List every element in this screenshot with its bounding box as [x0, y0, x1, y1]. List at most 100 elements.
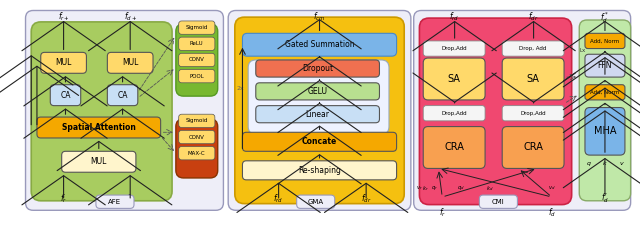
Text: $f_{dr}$: $f_{dr}$ — [528, 11, 539, 23]
FancyBboxPatch shape — [243, 33, 397, 56]
Text: k: k — [603, 161, 607, 166]
Text: MAX-C: MAX-C — [188, 151, 205, 156]
FancyBboxPatch shape — [179, 146, 215, 160]
Text: $q_r$: $q_r$ — [431, 184, 438, 192]
FancyBboxPatch shape — [423, 41, 485, 56]
Text: Add, Norm: Add, Norm — [590, 90, 620, 95]
Text: $f_{rd}$: $f_{rd}$ — [273, 192, 284, 205]
Text: CONV: CONV — [189, 57, 205, 63]
Text: CONV: CONV — [189, 135, 205, 140]
FancyBboxPatch shape — [502, 106, 564, 121]
Text: CMI: CMI — [492, 199, 505, 205]
Text: MUL: MUL — [122, 58, 138, 67]
Text: CA: CA — [117, 91, 128, 100]
FancyBboxPatch shape — [179, 130, 215, 144]
Text: $q_d$: $q_d$ — [458, 184, 465, 192]
Text: $v_r$: $v_r$ — [416, 184, 423, 191]
Text: $k_d$: $k_d$ — [486, 184, 493, 193]
FancyBboxPatch shape — [235, 17, 404, 204]
FancyBboxPatch shape — [423, 127, 485, 169]
Text: POOL: POOL — [189, 74, 204, 79]
Text: $f_{r+}$: $f_{r+}$ — [58, 11, 70, 23]
FancyBboxPatch shape — [179, 114, 215, 128]
FancyBboxPatch shape — [61, 151, 136, 172]
FancyBboxPatch shape — [579, 20, 630, 201]
FancyBboxPatch shape — [585, 54, 625, 77]
FancyBboxPatch shape — [228, 11, 411, 210]
Text: Drop, Add: Drop, Add — [520, 46, 547, 51]
FancyBboxPatch shape — [502, 127, 564, 169]
Text: FFN: FFN — [598, 61, 612, 70]
Text: AFE: AFE — [108, 199, 122, 205]
FancyBboxPatch shape — [176, 119, 218, 178]
Text: MUL: MUL — [56, 58, 72, 67]
Text: $f_d$: $f_d$ — [126, 192, 134, 205]
Text: $f_d'$: $f_d'$ — [601, 191, 609, 205]
Text: ReLU: ReLU — [190, 41, 204, 46]
Text: 2x: 2x — [237, 86, 244, 91]
Text: GELU: GELU — [308, 87, 328, 96]
Text: $f_d$: $f_d$ — [548, 207, 556, 219]
Text: MHA: MHA — [594, 126, 616, 136]
Text: $f_r$: $f_r$ — [60, 192, 67, 205]
Text: $k_r$: $k_r$ — [422, 184, 429, 193]
Text: Lx: Lx — [579, 48, 586, 53]
FancyBboxPatch shape — [179, 21, 215, 34]
FancyBboxPatch shape — [585, 85, 625, 100]
FancyBboxPatch shape — [108, 52, 153, 73]
FancyBboxPatch shape — [423, 106, 485, 121]
Text: Concate: Concate — [302, 137, 337, 146]
FancyBboxPatch shape — [248, 60, 389, 134]
FancyBboxPatch shape — [243, 132, 397, 151]
Text: $f_r$: $f_r$ — [438, 207, 446, 219]
FancyBboxPatch shape — [26, 11, 223, 210]
Text: CRA: CRA — [444, 142, 464, 153]
Text: $f_{cm}$: $f_{cm}$ — [313, 11, 326, 23]
Text: Drop,Add: Drop,Add — [442, 111, 467, 116]
FancyBboxPatch shape — [179, 37, 215, 50]
Text: $f_{d+}$: $f_{d+}$ — [124, 11, 137, 23]
Text: v: v — [620, 161, 623, 166]
Text: Sigmoid: Sigmoid — [186, 118, 208, 123]
FancyBboxPatch shape — [176, 24, 218, 96]
FancyBboxPatch shape — [31, 22, 172, 201]
FancyBboxPatch shape — [243, 161, 397, 180]
Text: q: q — [587, 161, 591, 166]
Text: SA: SA — [527, 74, 540, 84]
Text: $f_{dr}$: $f_{dr}$ — [361, 192, 371, 205]
FancyBboxPatch shape — [413, 11, 630, 210]
FancyBboxPatch shape — [179, 53, 215, 67]
FancyBboxPatch shape — [96, 195, 134, 208]
FancyBboxPatch shape — [297, 195, 335, 208]
FancyBboxPatch shape — [51, 85, 81, 106]
Text: Re-shaping: Re-shaping — [298, 166, 341, 175]
Text: MUL: MUL — [91, 157, 107, 166]
FancyBboxPatch shape — [419, 18, 572, 205]
Text: GMA: GMA — [308, 199, 324, 205]
Text: Sigmoid: Sigmoid — [186, 25, 208, 30]
Text: CA: CA — [60, 91, 71, 100]
Text: Add, Norm: Add, Norm — [590, 38, 620, 43]
Text: $f_d^*$: $f_d^*$ — [600, 11, 609, 25]
Text: CRA: CRA — [523, 142, 543, 153]
FancyBboxPatch shape — [256, 106, 380, 123]
FancyBboxPatch shape — [37, 117, 161, 138]
FancyBboxPatch shape — [585, 108, 625, 155]
FancyBboxPatch shape — [256, 83, 380, 100]
FancyBboxPatch shape — [423, 58, 485, 100]
FancyBboxPatch shape — [41, 52, 86, 73]
Text: $f_{rd}$: $f_{rd}$ — [449, 11, 460, 23]
Text: SA: SA — [448, 74, 461, 84]
Text: Drop,Add: Drop,Add — [520, 111, 546, 116]
FancyBboxPatch shape — [179, 70, 215, 83]
Text: Linear: Linear — [306, 110, 330, 119]
Text: Gated Summation: Gated Summation — [285, 40, 355, 49]
Text: gate: gate — [260, 62, 274, 67]
Text: $v_d$: $v_d$ — [548, 184, 556, 191]
FancyBboxPatch shape — [585, 33, 625, 49]
FancyBboxPatch shape — [502, 41, 564, 56]
Text: Spatial Attention: Spatial Attention — [62, 123, 136, 132]
Text: Dropout: Dropout — [302, 64, 333, 73]
FancyBboxPatch shape — [256, 60, 380, 77]
Text: Drop,Add: Drop,Add — [442, 46, 467, 51]
